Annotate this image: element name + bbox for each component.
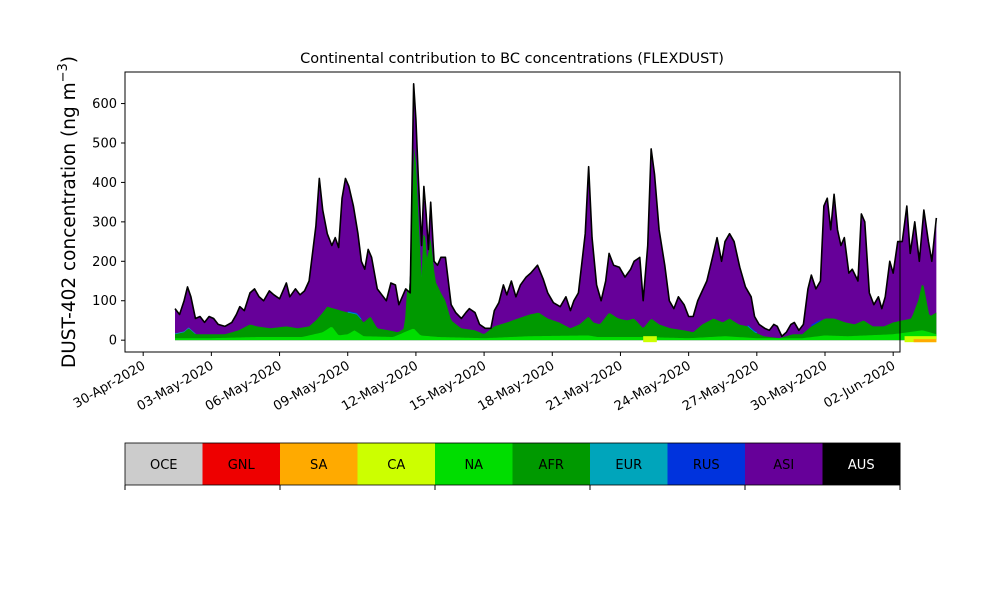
series-rus-strip-3 [811, 319, 821, 327]
colorbar-swatch-gnl [202, 443, 281, 485]
colorbar-frame [124, 442, 901, 486]
series-ca-floor-0 [643, 336, 657, 343]
colorbar-swatch-rus [667, 443, 746, 485]
y-axis-label-sup: −3 [56, 63, 71, 82]
x-tick-label-2: 06-May-2020 [203, 358, 285, 414]
series-eur-strip-3 [747, 325, 757, 334]
colorbar-label-oce: OCE [150, 458, 178, 473]
y-tick-label-600: 600 [92, 97, 117, 112]
colorbar-swatch-afr [512, 443, 591, 485]
x-tick-label-5: 15-May-2020 [407, 358, 489, 414]
y-tick-label-300: 300 [92, 215, 117, 230]
series-eur-strip-2 [415, 159, 423, 278]
x-tick-label-6: 18-May-2020 [476, 358, 558, 414]
colorbar-label-asi: ASI [773, 458, 794, 473]
colorbar-label-eur: EUR [615, 458, 642, 473]
y-axis-label-close: ) [59, 56, 80, 63]
x-tick-label-7: 21-May-2020 [544, 358, 626, 414]
y-axis-label: DUST-402 concentration (ng m−3) [56, 56, 80, 368]
chart-title: Continental contribution to BC concentra… [300, 51, 724, 67]
colorbar-swatch-sa [280, 443, 358, 485]
colorbar-label-rus: RUS [693, 458, 720, 473]
y-tick-label-0: 0 [109, 334, 117, 349]
colorbar-label-sa: SA [310, 458, 327, 473]
y-tick-label-100: 100 [92, 294, 117, 309]
series-asi-area [175, 93, 937, 341]
x-tick-label-11: 02-Jun-2020 [821, 358, 898, 411]
colorbar-swatch-asi [745, 443, 823, 485]
series-total-line [174, 83, 938, 338]
y-tick-label-500: 500 [92, 136, 117, 151]
x-tick-label-3: 09-May-2020 [271, 358, 353, 414]
series-na-area [175, 326, 937, 341]
y-tick-label-400: 400 [92, 176, 117, 191]
x-tick-label-4: 12-May-2020 [339, 358, 421, 414]
x-tick-label-9: 27-May-2020 [680, 358, 762, 414]
y-tick-label-200: 200 [92, 255, 117, 270]
y-axis-label-main: DUST-402 concentration (ng m [59, 82, 80, 368]
series-rus-strip-2 [747, 324, 757, 334]
x-tick-label-10: 30-May-2020 [748, 358, 830, 414]
colorbar-swatch-na [435, 443, 513, 485]
series-eur-strip-1 [347, 311, 362, 320]
x-tick-label-1: 03-May-2020 [135, 358, 217, 414]
x-tick-label-8: 24-May-2020 [612, 358, 694, 414]
colorbar-swatch-aus [822, 443, 901, 485]
colorbar-swatch-eur [590, 443, 668, 485]
colorbar-label-na: NA [464, 458, 483, 473]
colorbar-swatch-ca [357, 443, 436, 485]
series-eur-strip-0 [175, 327, 196, 335]
colorbar-label-gnl: GNL [228, 458, 256, 473]
colorbar-label-afr: AFR [539, 458, 564, 473]
colorbar: OCE GNL SA CA NA AFR EUR RUS ASI AUS [124, 442, 901, 490]
series-sa-floor-0 [913, 339, 937, 343]
plot-area: 010020030040050060030-Apr-202003-May-202… [71, 71, 938, 414]
plot-frame [124, 71, 901, 353]
colorbar-label-aus: AUS [848, 458, 875, 473]
colorbar-label-ca: CA [387, 458, 405, 473]
colorbar-swatch-oce [125, 443, 203, 485]
